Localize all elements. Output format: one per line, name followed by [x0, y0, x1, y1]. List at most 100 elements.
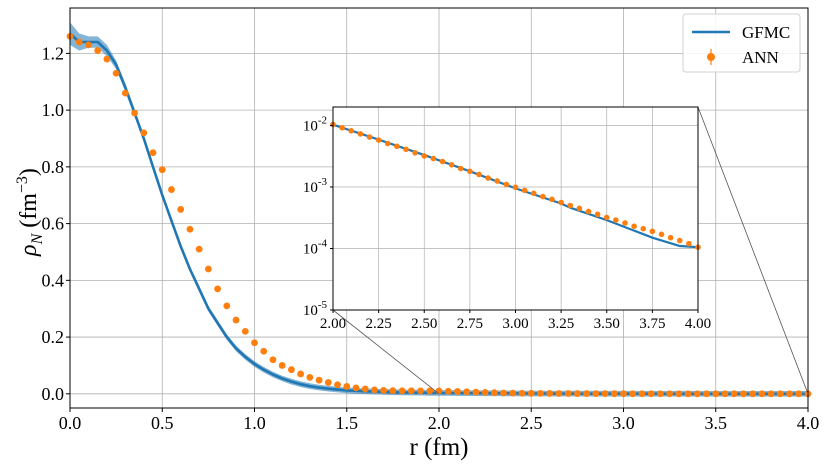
- inset-x-tick-label: 2.50: [411, 316, 437, 332]
- legend-gfmc-label: GFMC: [742, 23, 790, 42]
- x-tick-label: 0.0: [59, 413, 82, 433]
- ann-point: [564, 390, 572, 397]
- inset-ann-point: [676, 237, 683, 244]
- ann-point: [241, 328, 249, 335]
- ann-point: [629, 390, 637, 398]
- ann-point: [269, 356, 277, 364]
- ann-point: [776, 390, 784, 398]
- ann-point: [721, 390, 729, 398]
- inset-ann-point: [558, 199, 564, 206]
- ann-point: [444, 387, 452, 395]
- ann-point: [740, 390, 747, 398]
- y-label-subscript: N: [29, 232, 46, 245]
- ann-point: [518, 389, 526, 397]
- inset-ann-point: [394, 143, 400, 150]
- ann-point: [555, 390, 563, 397]
- inset-ann-point: [603, 214, 610, 221]
- ann-point: [306, 373, 314, 381]
- ann-point: [324, 379, 332, 386]
- ann-point: [361, 385, 369, 393]
- inset-ann-point: [494, 178, 501, 184]
- ann-point: [232, 316, 240, 324]
- ann-point: [610, 390, 618, 398]
- inset-ann-points: [330, 121, 701, 251]
- ann-point: [140, 129, 148, 137]
- inset-x-tick-label: 4.00: [685, 316, 711, 332]
- ann-point: [767, 390, 775, 398]
- inset-ann-point: [348, 128, 355, 134]
- ann-point: [703, 390, 710, 398]
- y-tick-label: 0.6: [42, 214, 65, 234]
- inset-ann-point: [439, 158, 446, 165]
- ann-point: [463, 388, 471, 396]
- y-axis-label: ρN (fm−3): [14, 168, 46, 257]
- inset-ann-point: [576, 205, 583, 212]
- x-tick-label: 2.0: [428, 413, 451, 433]
- legend: GFMC ANN: [682, 13, 801, 73]
- ann-point: [334, 381, 341, 389]
- ann-point: [481, 388, 489, 396]
- x-tick-label: 3.0: [612, 413, 635, 433]
- ann-point: [684, 390, 692, 398]
- ann-points: [66, 32, 812, 398]
- ann-point: [537, 389, 544, 397]
- ann-point: [472, 388, 480, 396]
- tick-exponent: -5: [318, 299, 328, 311]
- inset-ann-point: [686, 240, 692, 247]
- inset-x-tick-label: 2.25: [366, 316, 392, 332]
- ann-point: [278, 362, 286, 369]
- inset-ann-point: [567, 202, 574, 209]
- ann-point: [149, 149, 157, 157]
- tick-base: 10: [303, 303, 318, 319]
- x-tick-label: 4.0: [797, 413, 820, 433]
- x-tick-label: 1.0: [243, 413, 266, 433]
- inset-ann-point: [512, 184, 519, 191]
- ann-point: [380, 387, 388, 394]
- ann-point: [343, 383, 351, 390]
- inset-ann-point: [613, 217, 619, 223]
- ann-point: [398, 387, 406, 395]
- ann-point: [158, 166, 166, 174]
- inset-ann-point: [476, 171, 482, 178]
- ann-point: [131, 109, 138, 117]
- ann-point: [675, 390, 683, 398]
- inset-ann-point: [384, 140, 391, 147]
- ann-point: [352, 384, 360, 392]
- inset-ann-point: [594, 211, 601, 218]
- ann-point: [647, 390, 655, 398]
- inset-log-plot: 2.00 2.25 2.50 2.75 3.00 3.25 3.50 3.75 4.00 10-…: [303, 106, 711, 332]
- ann-point: [315, 376, 323, 384]
- ann-point: [546, 390, 554, 397]
- ann-point: [168, 186, 175, 193]
- inset-y-tick-label: 10-5: [303, 299, 328, 319]
- inset-ann-point: [430, 155, 437, 162]
- inset-y-tick-label: 10-2: [303, 115, 327, 135]
- inset-ann-point: [485, 175, 491, 181]
- y-label-close: ): [16, 168, 42, 176]
- ann-point: [112, 69, 120, 77]
- ann-point: [204, 265, 212, 273]
- inset-x-tick-label: 3.50: [594, 316, 620, 332]
- inset-ann-point: [375, 137, 382, 143]
- ann-point: [454, 388, 461, 395]
- legend-ann-swatch: [707, 53, 715, 61]
- ann-point: [758, 390, 766, 398]
- ann-point: [251, 339, 258, 347]
- inset-ann-point: [549, 196, 555, 203]
- ann-point: [121, 89, 129, 97]
- inset-ann-point: [640, 225, 647, 232]
- ann-point: [85, 41, 92, 49]
- connector-line-right: [697, 106, 809, 394]
- ann-point: [490, 389, 498, 397]
- ann-point: [223, 302, 231, 310]
- main-y-ticks: 0.0 0.2 0.4 0.6 0.8 1.0 1.2: [42, 43, 70, 404]
- y-label-superscript: −3: [14, 176, 31, 193]
- inset-ann-point: [631, 223, 637, 230]
- main-x-ticks: 0.0 0.5 1.0 1.5 2.0 2.5 3.0 3.5 4.0: [59, 408, 820, 433]
- ann-point: [214, 285, 222, 293]
- tick-base: 10: [303, 180, 318, 196]
- ann-point: [371, 386, 378, 394]
- ann-point: [195, 245, 203, 253]
- inset-ann-point: [357, 131, 364, 137]
- connector-line-left: [332, 309, 440, 395]
